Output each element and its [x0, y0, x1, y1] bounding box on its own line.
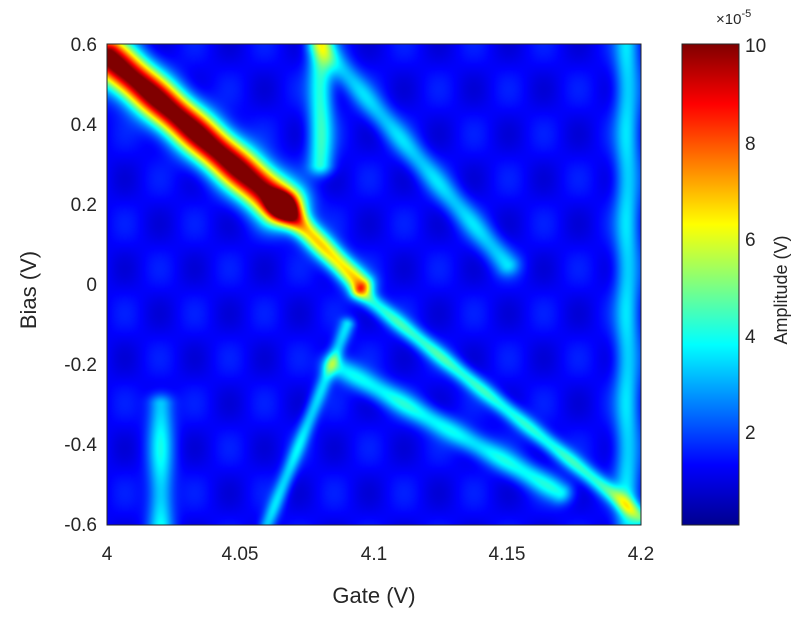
x-tick-label: 4.1 — [361, 544, 387, 565]
x-axis: 4 4.05 4.1 4.15 4.2 — [102, 544, 655, 565]
colorbar: 10 8 6 4 2 ×10-5 Amplitude (V) — [681, 8, 791, 526]
plot-area — [106, 43, 642, 526]
plot-frame — [106, 43, 642, 526]
y-tick-label: 0.6 — [71, 35, 97, 56]
y-tick-label: -0.2 — [64, 355, 97, 376]
y-tick-label: 0.4 — [71, 115, 98, 136]
x-axis-label: Gate (V) — [332, 583, 415, 608]
x-tick-label: 4.15 — [489, 544, 526, 565]
colorbar-tick-label: 6 — [745, 230, 756, 251]
colorbar-gradient — [681, 43, 740, 526]
colorbar-tick-label: 2 — [745, 423, 756, 444]
heatmap-image — [107, 44, 641, 525]
y-axis: 0.6 0.4 0.2 0 -0.2 -0.4 -0.6 — [64, 35, 97, 536]
colorbar-tick-label: 4 — [745, 327, 756, 348]
y-axis-label: Bias (V) — [16, 251, 41, 329]
y-tick-label: -0.6 — [64, 515, 97, 536]
x-tick-label: 4.2 — [628, 544, 654, 565]
y-tick-label: -0.4 — [64, 435, 97, 456]
colorbar-tick-label: 8 — [745, 134, 756, 155]
y-tick-label: 0.2 — [71, 195, 97, 216]
x-tick-label: 4.05 — [222, 544, 259, 565]
colorbar-label: Amplitude (V) — [771, 235, 791, 344]
y-tick-label: 0 — [86, 275, 97, 296]
x-tick-label: 4 — [102, 544, 113, 565]
colorbar-multiplier: ×10-5 — [716, 8, 751, 28]
colorbar-tick-label: 10 — [745, 36, 766, 57]
